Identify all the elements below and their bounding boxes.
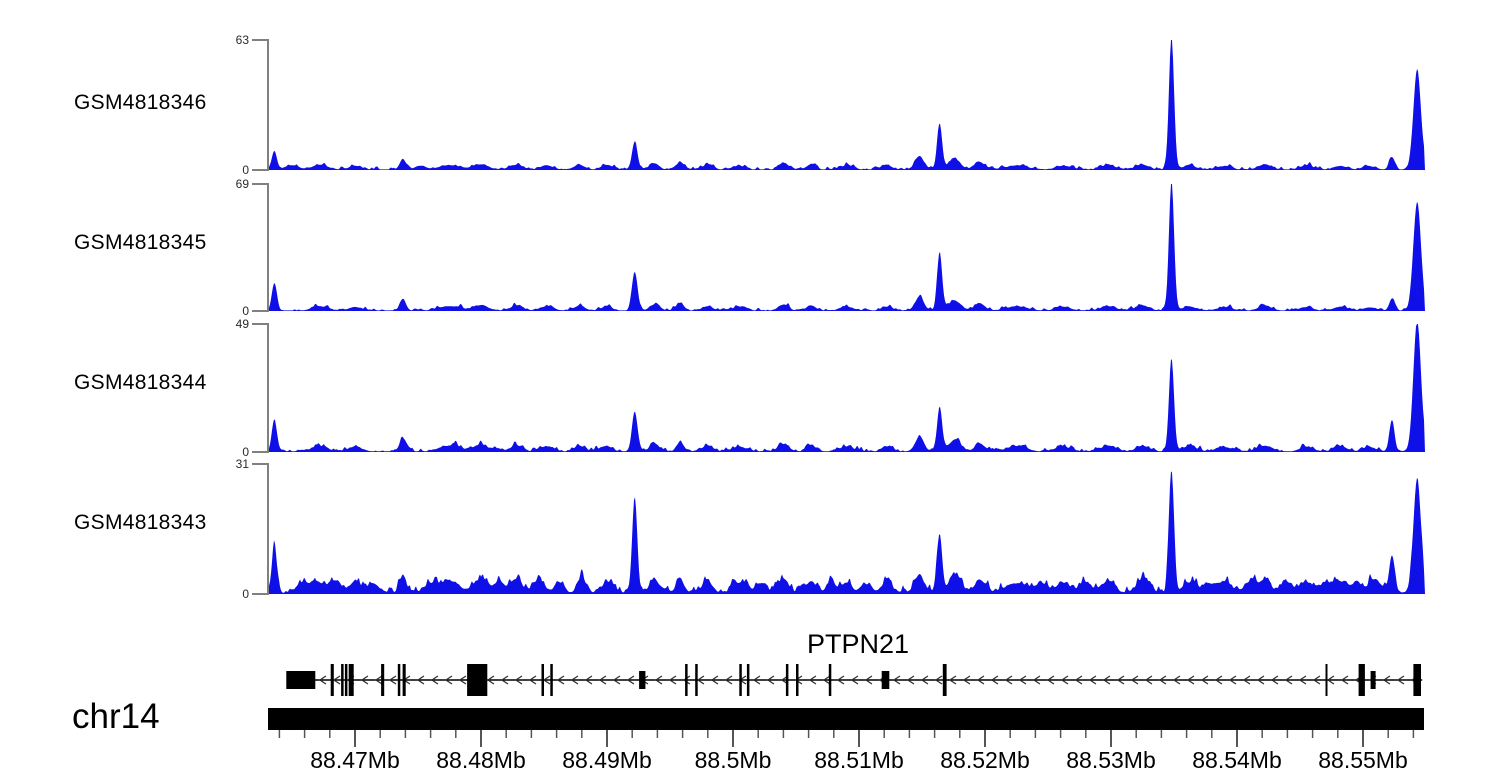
- track-label-gsm4818344: GSM4818344: [74, 371, 207, 394]
- axis-tick-label: 88.53Mb: [1066, 747, 1156, 773]
- gene-exon: [397, 664, 401, 696]
- axis-tick-label: 88.54Mb: [1192, 747, 1282, 773]
- yaxis-max-track4: 31: [235, 457, 249, 471]
- axis-tick-label: 88.55Mb: [1318, 747, 1408, 773]
- gene-exon: [942, 664, 947, 696]
- yaxis-max-track1: 63: [235, 33, 249, 47]
- y-axis-GSM4818343: [252, 463, 269, 595]
- yaxis-max-track3: 49: [235, 317, 249, 331]
- coverage-signal-GSM4818345: [268, 184, 1425, 311]
- yaxis-zero-track3: 0: [242, 445, 249, 459]
- gene-exon: [286, 671, 316, 689]
- gene-exon: [785, 664, 789, 696]
- gene-exon: [550, 664, 553, 696]
- chromosome-label: chr14: [72, 697, 160, 736]
- chromosome-ideogram-bar: [268, 708, 1424, 730]
- gene-exon: [828, 664, 832, 696]
- gene-exon: [739, 664, 742, 696]
- coverage-signal-GSM4818346: [268, 40, 1425, 170]
- coverage-signal-GSM4818344: [268, 324, 1425, 452]
- coverage-signal-GSM4818343: [268, 471, 1425, 594]
- gene-exon: [348, 664, 354, 696]
- gene-exon: [344, 664, 348, 696]
- gene-exon: [1358, 664, 1365, 696]
- track-label-gsm4818346: GSM4818346: [74, 91, 207, 114]
- gene-exon: [796, 664, 799, 696]
- axis-tick-label: 88.52Mb: [940, 747, 1030, 773]
- gene-exon: [695, 664, 698, 696]
- yaxis-zero-track1: 0: [242, 163, 249, 177]
- axis-tick-label: 88.48Mb: [436, 747, 526, 773]
- track-label-gsm4818345: GSM4818345: [74, 231, 207, 254]
- gene-exon: [746, 664, 750, 696]
- axis-tick-label: 88.47Mb: [310, 747, 400, 773]
- gene-exon: [1370, 671, 1376, 689]
- gene-exon: [685, 664, 688, 696]
- gene-exon: [639, 671, 646, 689]
- gene-name-label: PTPN21: [806, 629, 910, 659]
- gene-exon: [881, 671, 890, 689]
- axis-tick-label: 88.51Mb: [814, 747, 904, 773]
- axis-tick-label: 88.5Mb: [695, 747, 772, 773]
- gene-exon: [1325, 664, 1328, 696]
- gene-exon: [330, 664, 334, 696]
- gene-exon: [541, 664, 544, 696]
- gene-exon: [467, 664, 488, 696]
- y-axis-GSM4818344: [252, 323, 269, 453]
- gene-exon: [402, 664, 406, 696]
- yaxis-max-track2: 69: [235, 177, 249, 191]
- axis-tick-label: 88.49Mb: [562, 747, 652, 773]
- y-axis-GSM4818346: [252, 39, 269, 171]
- yaxis-zero-track2: 0: [242, 304, 249, 318]
- gene-exon: [1413, 664, 1421, 696]
- gene-exon: [381, 664, 385, 696]
- track-label-gsm4818343: GSM4818343: [74, 511, 207, 534]
- y-axis-GSM4818345: [252, 183, 269, 312]
- yaxis-zero-track4: 0: [242, 587, 249, 601]
- gene-exon: [341, 664, 344, 696]
